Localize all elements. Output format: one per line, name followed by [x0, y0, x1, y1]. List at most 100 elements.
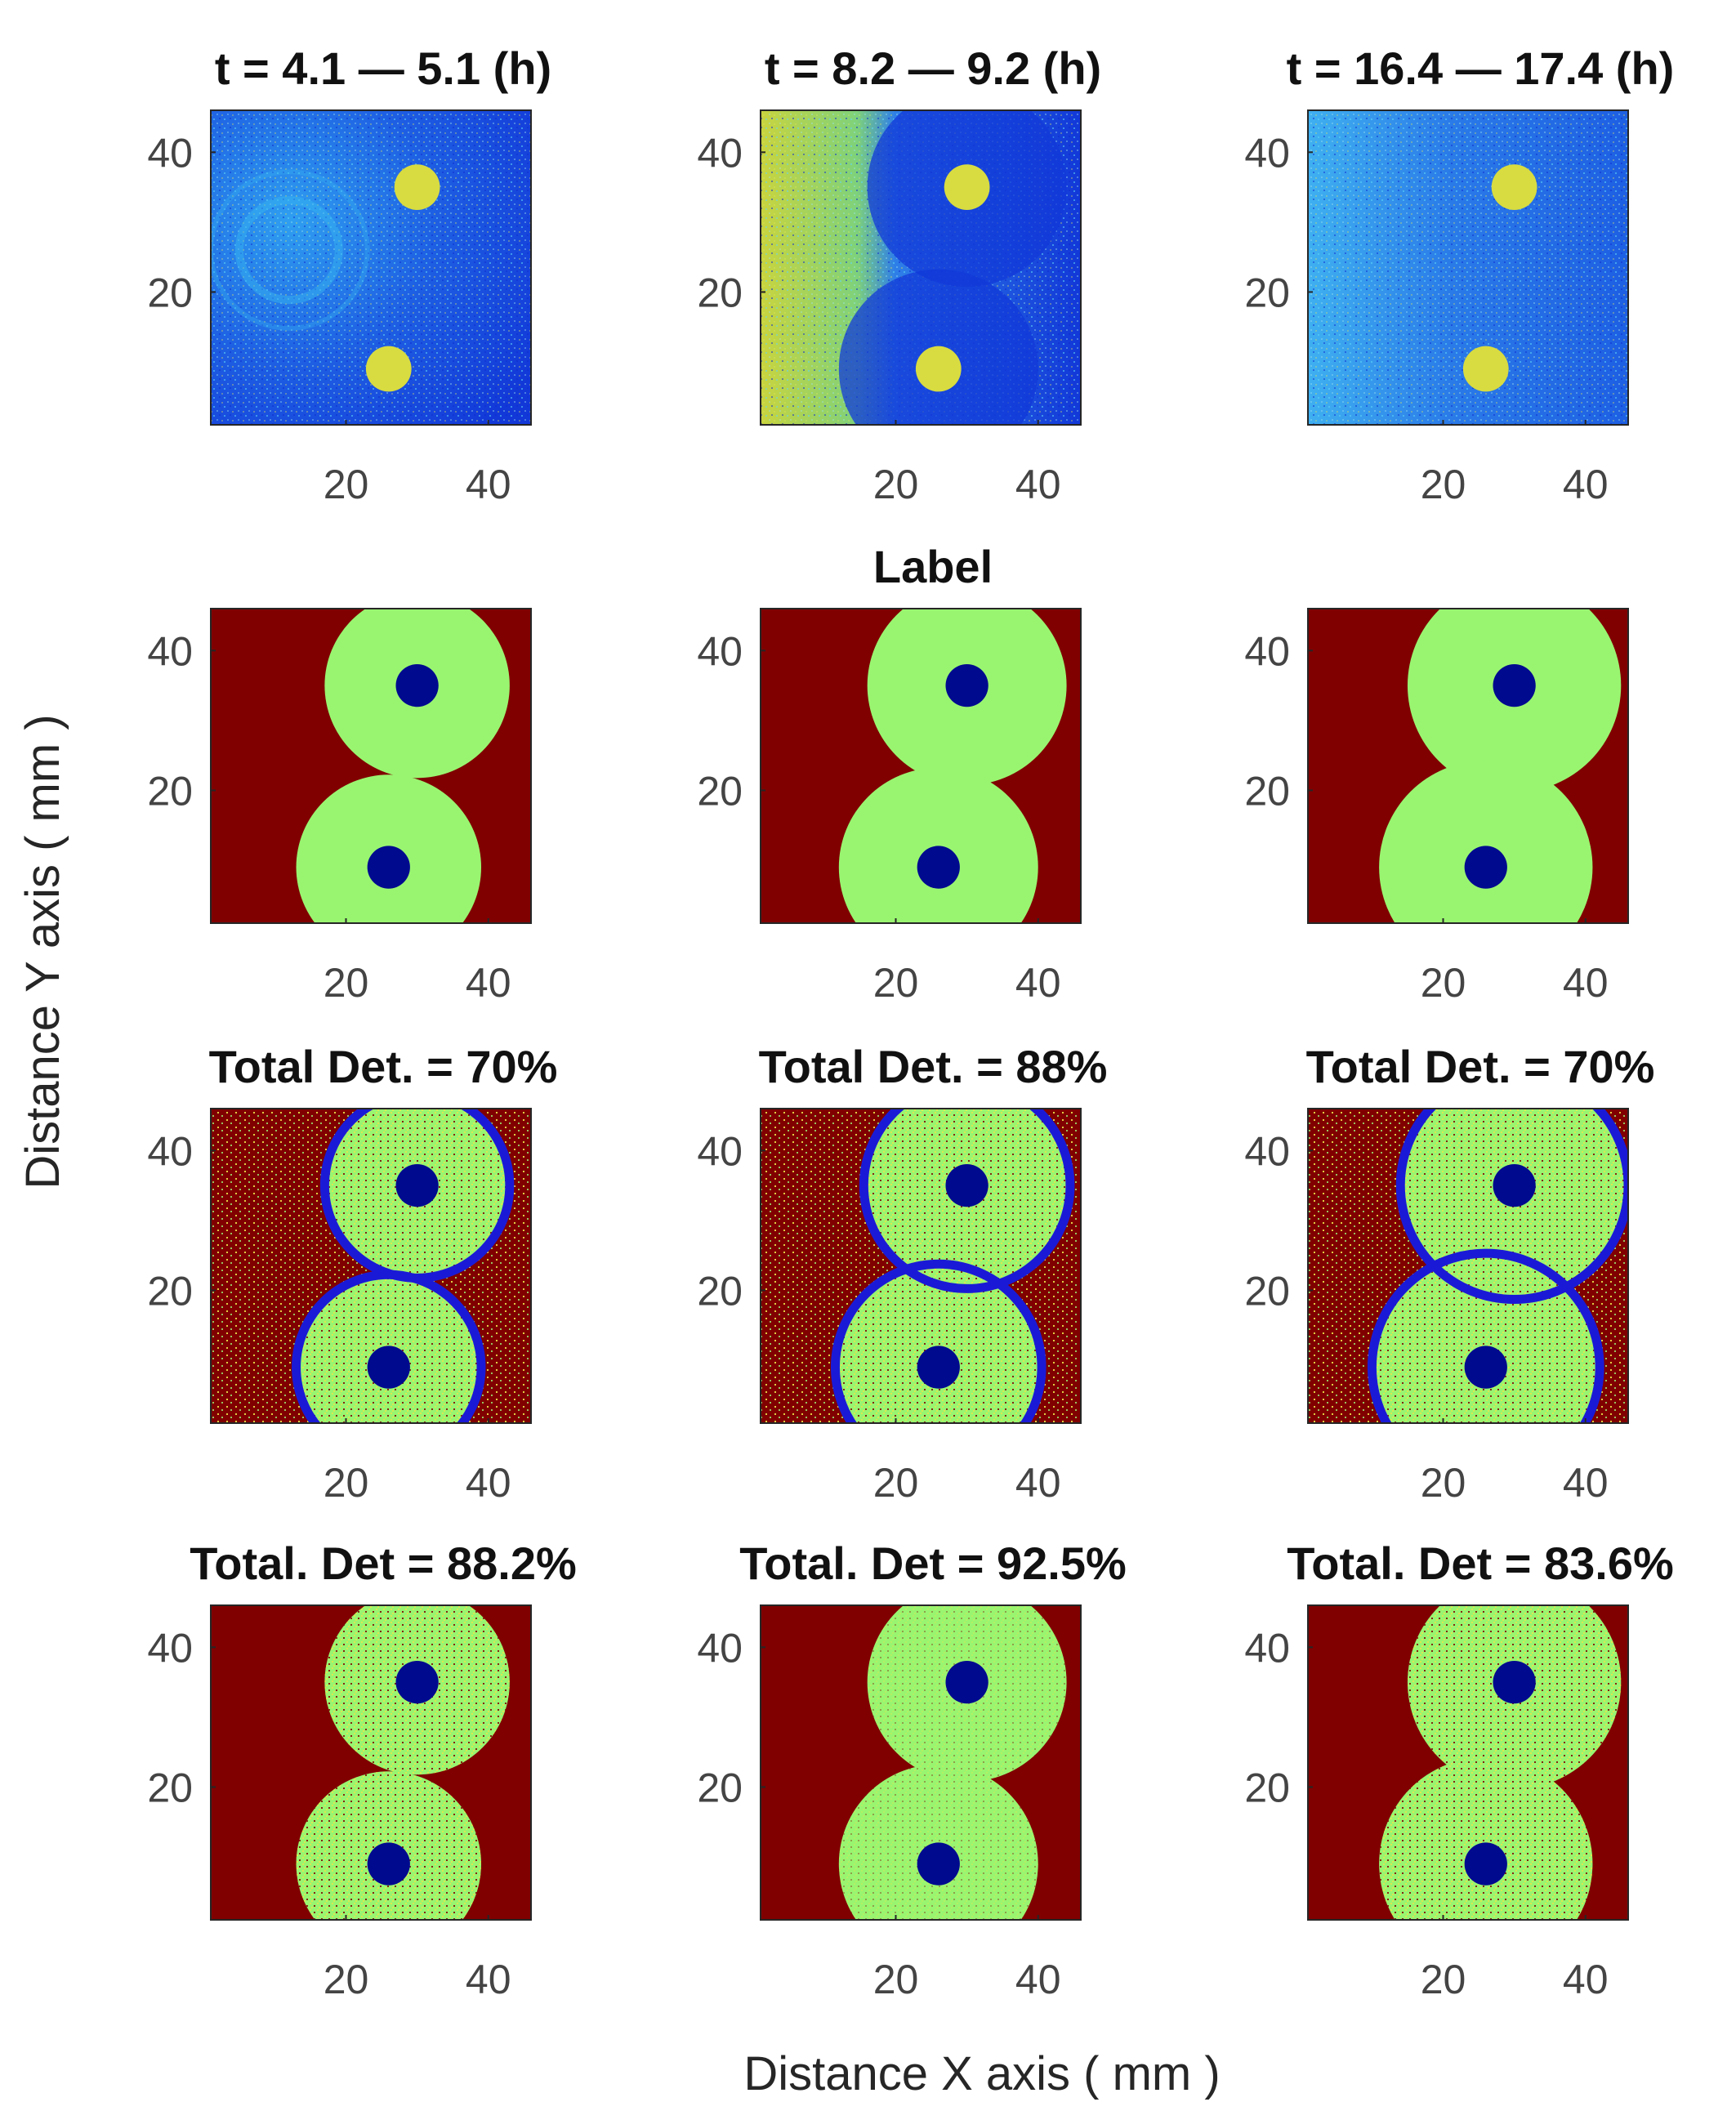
source-marker-2	[1464, 846, 1507, 889]
axes-box	[1307, 109, 1629, 426]
x-tick-label: 20	[873, 1460, 919, 1506]
panel-title: Total Det. = 70%	[209, 1041, 558, 1092]
x-tick-label: 20	[324, 1460, 369, 1506]
panel-image	[211, 110, 531, 425]
axes-box	[210, 109, 532, 426]
x-tick-label: 20	[324, 1957, 369, 2002]
panel-image	[1308, 110, 1628, 425]
source-marker-1	[395, 1163, 439, 1207]
panel-label-2: 20 40 20 40	[697, 608, 1082, 1006]
fitted-circle-1	[859, 1109, 1075, 1293]
panel-image	[211, 609, 531, 923]
panel-label-1: 20 40 20 40	[147, 608, 532, 1006]
source-marker-2	[367, 1842, 410, 1886]
panel-label-3: 20 40 20 40	[1244, 608, 1629, 1006]
axes-box	[210, 1108, 532, 1424]
panel-image	[761, 1109, 1081, 1423]
row-title: Label	[873, 541, 993, 592]
x-tick-label: 20	[873, 462, 919, 507]
source-marker-2	[917, 846, 960, 889]
axes-box	[760, 1108, 1082, 1424]
y-tick-label: 20	[697, 1268, 743, 1314]
panel-raw_data-1: 20 40 20 40 t = 4.1 — 5.1 (h)	[147, 42, 551, 507]
y-tick-label: 20	[147, 768, 193, 814]
source-marker-2	[917, 1346, 960, 1389]
source-spot-1	[944, 164, 990, 210]
y-tick-label: 20	[1244, 1268, 1290, 1314]
panel-circle_fit_detection-1: 20 40 20 40 Total Det. = 70%	[147, 1041, 557, 1506]
panel-image	[1308, 1109, 1628, 1423]
x-tick-label: 40	[1563, 1957, 1609, 2002]
source-marker-2	[917, 1842, 960, 1886]
axes-box	[760, 109, 1082, 426]
y-tick-label: 40	[147, 628, 193, 674]
y-axis-label: Distance Y axis ( mm )	[16, 714, 69, 1189]
source-spot-1	[394, 164, 440, 210]
panel-title: t = 8.2 — 9.2 (h)	[765, 42, 1101, 94]
source-marker-1	[945, 1163, 988, 1207]
y-tick-label: 20	[697, 270, 743, 315]
axes-box	[210, 608, 532, 924]
x-tick-label: 20	[324, 462, 369, 507]
y-tick-label: 20	[147, 1765, 193, 1810]
x-tick-label: 40	[466, 1957, 511, 2002]
y-tick-label: 40	[1244, 130, 1290, 176]
axes-box	[1307, 1604, 1629, 1921]
x-tick-label: 20	[1421, 1460, 1466, 1506]
panel-image	[211, 1605, 531, 1920]
source-marker-1	[1493, 1660, 1536, 1704]
y-tick-label: 20	[697, 768, 743, 814]
y-tick-label: 40	[147, 1625, 193, 1671]
axes-box	[760, 608, 1082, 924]
panel-pixel_detection-2: 20 40 20 40 Total. Det = 92.5%	[697, 1538, 1126, 2002]
panel-title: t = 16.4 — 17.4 (h)	[1287, 42, 1675, 94]
source-marker-1	[945, 663, 988, 707]
y-tick-label: 40	[1244, 1128, 1290, 1174]
axes-box	[760, 1604, 1082, 1921]
y-tick-label: 20	[1244, 270, 1290, 315]
fitted-circle-2	[1367, 1248, 1604, 1423]
fitted-circle-2	[292, 1270, 486, 1423]
source-spot-2	[915, 346, 962, 392]
x-axis-label: Distance X axis ( mm )	[743, 2047, 1220, 2100]
y-tick-label: 40	[697, 130, 743, 176]
source-marker-2	[367, 846, 410, 889]
panel-pixel_detection-1: 20 40 20 40 Total. Det = 88.2%	[147, 1538, 576, 2002]
panel-image	[761, 1605, 1081, 1920]
y-tick-label: 20	[697, 1765, 743, 1810]
x-tick-label: 40	[466, 960, 511, 1006]
axes-box	[210, 1604, 532, 1921]
source-marker-1	[945, 1660, 988, 1704]
source-spot-2	[365, 346, 412, 392]
detection-region-2	[838, 767, 1038, 923]
panel-pixel_detection-3: 20 40 20 40 Total. Det = 83.6%	[1244, 1538, 1673, 2002]
panel-image	[211, 1109, 531, 1423]
y-tick-label: 20	[1244, 1765, 1290, 1810]
y-tick-label: 40	[147, 130, 193, 176]
x-tick-label: 40	[466, 462, 511, 507]
source-marker-1	[395, 663, 439, 707]
axes-box	[1307, 608, 1629, 924]
panel-circle_fit_detection-2: 20 40 20 40 Total Det. = 88%	[697, 1041, 1107, 1506]
y-tick-label: 40	[697, 1128, 743, 1174]
y-tick-label: 20	[147, 1268, 193, 1314]
source-marker-2	[367, 1346, 410, 1389]
x-tick-label: 40	[1015, 1460, 1061, 1506]
panel-image	[761, 110, 1081, 425]
panel-raw_data-3: 20 40 20 40 t = 16.4 — 17.4 (h)	[1244, 42, 1674, 507]
panel-title: Total Det. = 88%	[759, 1041, 1108, 1092]
panel-image	[761, 609, 1081, 923]
source-marker-1	[1493, 663, 1536, 707]
y-tick-label: 40	[147, 1128, 193, 1174]
fitted-circle-2	[831, 1259, 1047, 1423]
panel-image	[1308, 609, 1628, 923]
panels-layer: 20 40 20 40 t = 4.1 — 5.1 (h) 20 40 20 40 t = 8.2…	[147, 42, 1674, 2002]
source-marker-1	[1493, 1163, 1536, 1207]
x-tick-label: 20	[1421, 960, 1466, 1006]
source-marker-1	[395, 1660, 439, 1704]
x-tick-label: 40	[1563, 462, 1609, 507]
detection-region-2	[1379, 760, 1593, 923]
x-tick-label: 40	[1015, 462, 1061, 507]
panel-circle_fit_detection-3: 20 40 20 40 Total Det. = 70%	[1244, 1041, 1654, 1506]
